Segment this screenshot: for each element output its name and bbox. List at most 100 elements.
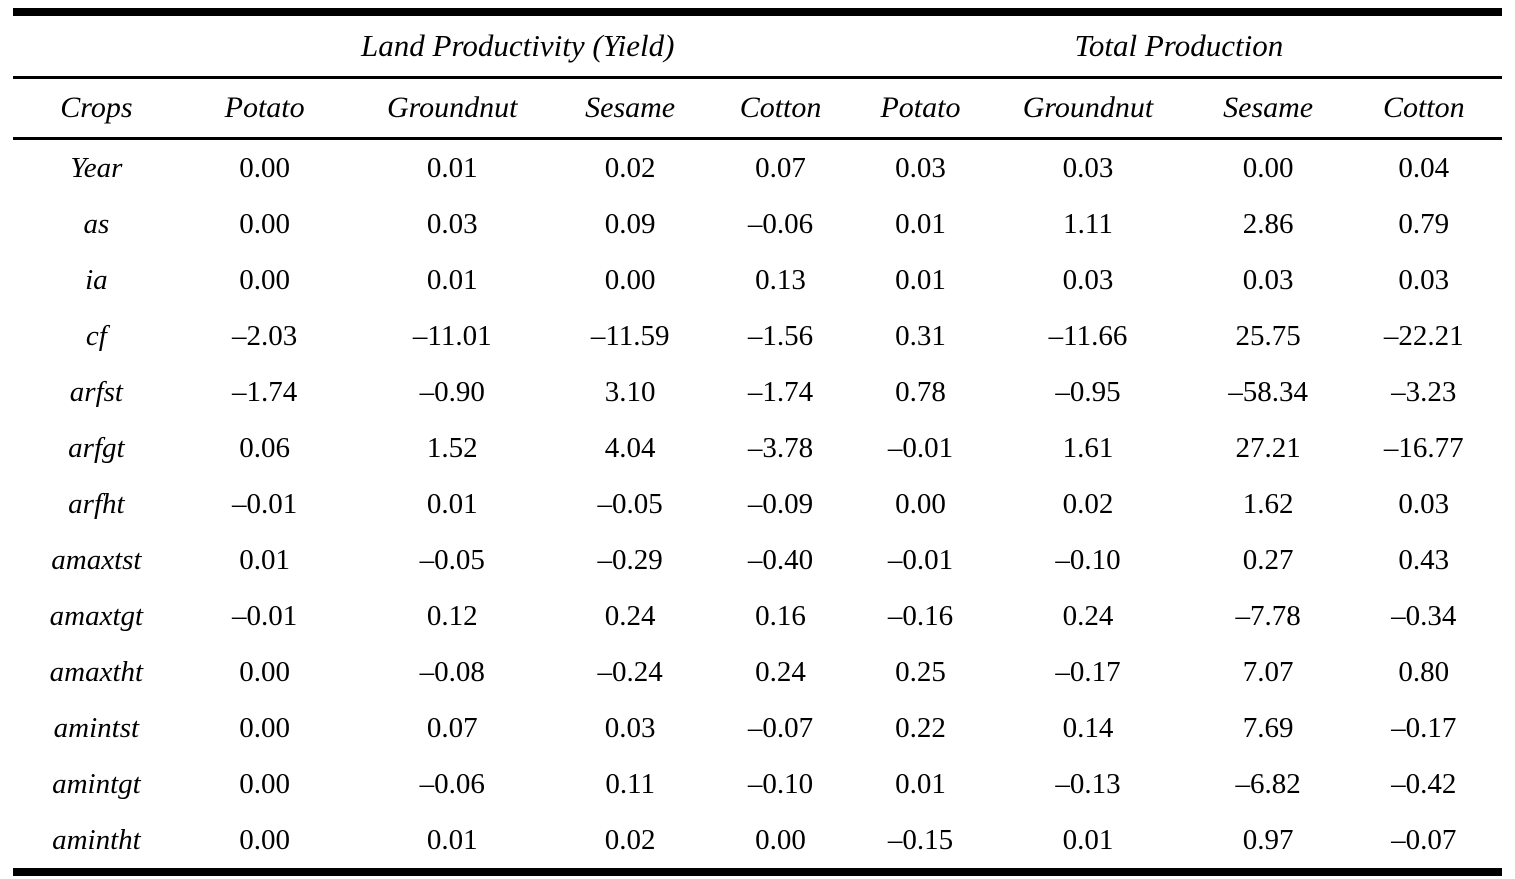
data-cell: –3.78: [747, 431, 814, 464]
table-row: amintgt 0.00 –0.06 0.11 –0.10 0.01 –0.13 –6.82 –…: [13, 756, 1502, 812]
data-cell: 0.01: [895, 263, 946, 296]
data-cell: 0.31: [895, 319, 946, 352]
row-label: cf: [85, 319, 107, 352]
table-header: Land Productivity (Yield) Total Producti…: [13, 12, 1502, 140]
data-cell: –16.77: [1383, 431, 1464, 464]
data-cell: 0.00: [239, 655, 290, 688]
data-cell: 0.00: [755, 823, 806, 856]
data-cell: 0.03: [1062, 151, 1114, 184]
data-cell: 1.52: [426, 431, 478, 464]
data-cell: 0.00: [239, 207, 290, 240]
data-cell: –0.40: [747, 543, 814, 576]
data-cell: 0.01: [895, 767, 946, 800]
data-cell: –0.15: [887, 823, 954, 856]
data-cell: –2.03: [232, 319, 298, 352]
column-header: Cotton: [705, 77, 856, 140]
data-cell: 0.04: [1398, 151, 1450, 184]
column-header: Groundnut: [349, 77, 555, 140]
data-cell: 1.11: [1063, 207, 1113, 240]
data-cell: –7.78: [1235, 599, 1301, 632]
data-cell: 0.02: [1062, 487, 1114, 520]
table-row: arfht –0.01 0.01 –0.05 –0.09 0.00 0.02 1.62 0.03: [13, 476, 1502, 532]
row-label: ia: [85, 263, 108, 296]
data-cell: 4.04: [604, 431, 656, 464]
data-cell: –11.66: [1048, 319, 1128, 352]
data-cell: 0.16: [755, 599, 806, 632]
table-row: amaxtst 0.01 –0.05 –0.29 –0.40 –0.01 –0.10 0.27…: [13, 532, 1502, 588]
data-cell: –0.16: [887, 599, 954, 632]
data-cell: 0.00: [239, 151, 290, 184]
data-cell: –3.23: [1391, 375, 1457, 408]
data-cell: –0.07: [1391, 823, 1457, 856]
table-row: ia 0.00 0.01 0.00 0.13 0.01 0.03 0.03 0.03: [13, 252, 1502, 308]
row-label: amaxtgt: [49, 599, 144, 632]
column-header: Potato: [179, 77, 350, 140]
data-cell: –0.01: [232, 487, 298, 520]
data-cell: –0.95: [1055, 375, 1121, 408]
data-cell: 0.01: [426, 263, 478, 296]
data-cell: 3.10: [604, 375, 656, 408]
data-cell: 0.97: [1242, 823, 1294, 856]
data-cell: 0.02: [604, 151, 656, 184]
data-cell: –0.29: [597, 543, 663, 576]
data-cell: –0.17: [1055, 655, 1121, 688]
data-cell: –0.90: [419, 375, 485, 408]
data-cell: 0.00: [239, 823, 290, 856]
data-cell: –0.01: [887, 543, 954, 576]
data-cell: 0.03: [426, 207, 478, 240]
data-cell: 0.12: [426, 599, 478, 632]
span-header-total-production: Total Production: [855, 12, 1502, 79]
data-cell: 0.00: [239, 767, 290, 800]
data-cell: 0.14: [1062, 711, 1114, 744]
data-cell: 0.01: [1062, 823, 1114, 856]
table-row: arfgt 0.06 1.52 4.04 –3.78 –0.01 1.61 27.21 –16.…: [13, 420, 1502, 476]
data-cell: 0.09: [604, 207, 656, 240]
span-header-row: Land Productivity (Yield) Total Producti…: [13, 12, 1502, 79]
row-label: amaxtht: [49, 655, 144, 688]
data-cell: 1.61: [1062, 431, 1114, 464]
data-cell: 0.13: [755, 263, 806, 296]
data-cell: 0.01: [426, 151, 478, 184]
data-cell: 7.07: [1242, 655, 1294, 688]
data-cell: –0.24: [597, 655, 663, 688]
data-cell: 0.78: [895, 375, 946, 408]
data-cell: 0.00: [239, 711, 290, 744]
table-row: amintht 0.00 0.01 0.02 0.00 –0.15 0.01 0.97 –0.0…: [13, 812, 1502, 872]
data-cell: 0.03: [1062, 263, 1114, 296]
span-header-land-productivity: Land Productivity (Yield): [179, 12, 856, 79]
data-cell: 1.62: [1242, 487, 1294, 520]
data-cell: –0.07: [747, 711, 814, 744]
data-cell: 0.79: [1398, 207, 1450, 240]
column-header: Sesame: [1190, 77, 1346, 140]
table-row: Year 0.00 0.01 0.02 0.07 0.03 0.03 0.00 0.04: [13, 139, 1502, 197]
row-label: amaxtst: [51, 543, 142, 576]
data-cell: 0.24: [604, 599, 656, 632]
corner-cell: [13, 12, 180, 79]
data-cell: 0.03: [604, 711, 656, 744]
data-cell: –0.42: [1391, 767, 1457, 800]
data-cell: 0.80: [1398, 655, 1450, 688]
row-label: arfst: [69, 375, 123, 408]
row-label: amintst: [53, 711, 140, 744]
data-cell: 0.03: [1398, 263, 1450, 296]
data-cell: –22.21: [1383, 319, 1464, 352]
table-row: amaxtht 0.00 –0.08 –0.24 0.24 0.25 –0.17 7.07 0.…: [13, 644, 1502, 700]
data-cell: 0.00: [895, 487, 946, 520]
data-cell: –6.82: [1235, 767, 1301, 800]
data-cell: 7.69: [1242, 711, 1294, 744]
table-row: as 0.00 0.03 0.09 –0.06 0.01 1.11 2.86 0.79: [13, 196, 1502, 252]
data-cell: –0.05: [419, 543, 485, 576]
data-cell: 0.06: [239, 431, 290, 464]
data-cell: –58.34: [1228, 375, 1309, 408]
data-cell: 0.01: [426, 823, 478, 856]
column-header: Potato: [855, 77, 986, 140]
table-row: amintst 0.00 0.07 0.03 –0.07 0.22 0.14 7.69 –0.1…: [13, 700, 1502, 756]
data-cell: 25.75: [1235, 319, 1301, 352]
data-cell: –0.10: [747, 767, 814, 800]
data-cell: 0.01: [239, 543, 290, 576]
data-cell: 27.21: [1235, 431, 1301, 464]
data-cell: –0.05: [597, 487, 663, 520]
data-cell: 0.43: [1398, 543, 1450, 576]
data-cell: –0.17: [1391, 711, 1457, 744]
